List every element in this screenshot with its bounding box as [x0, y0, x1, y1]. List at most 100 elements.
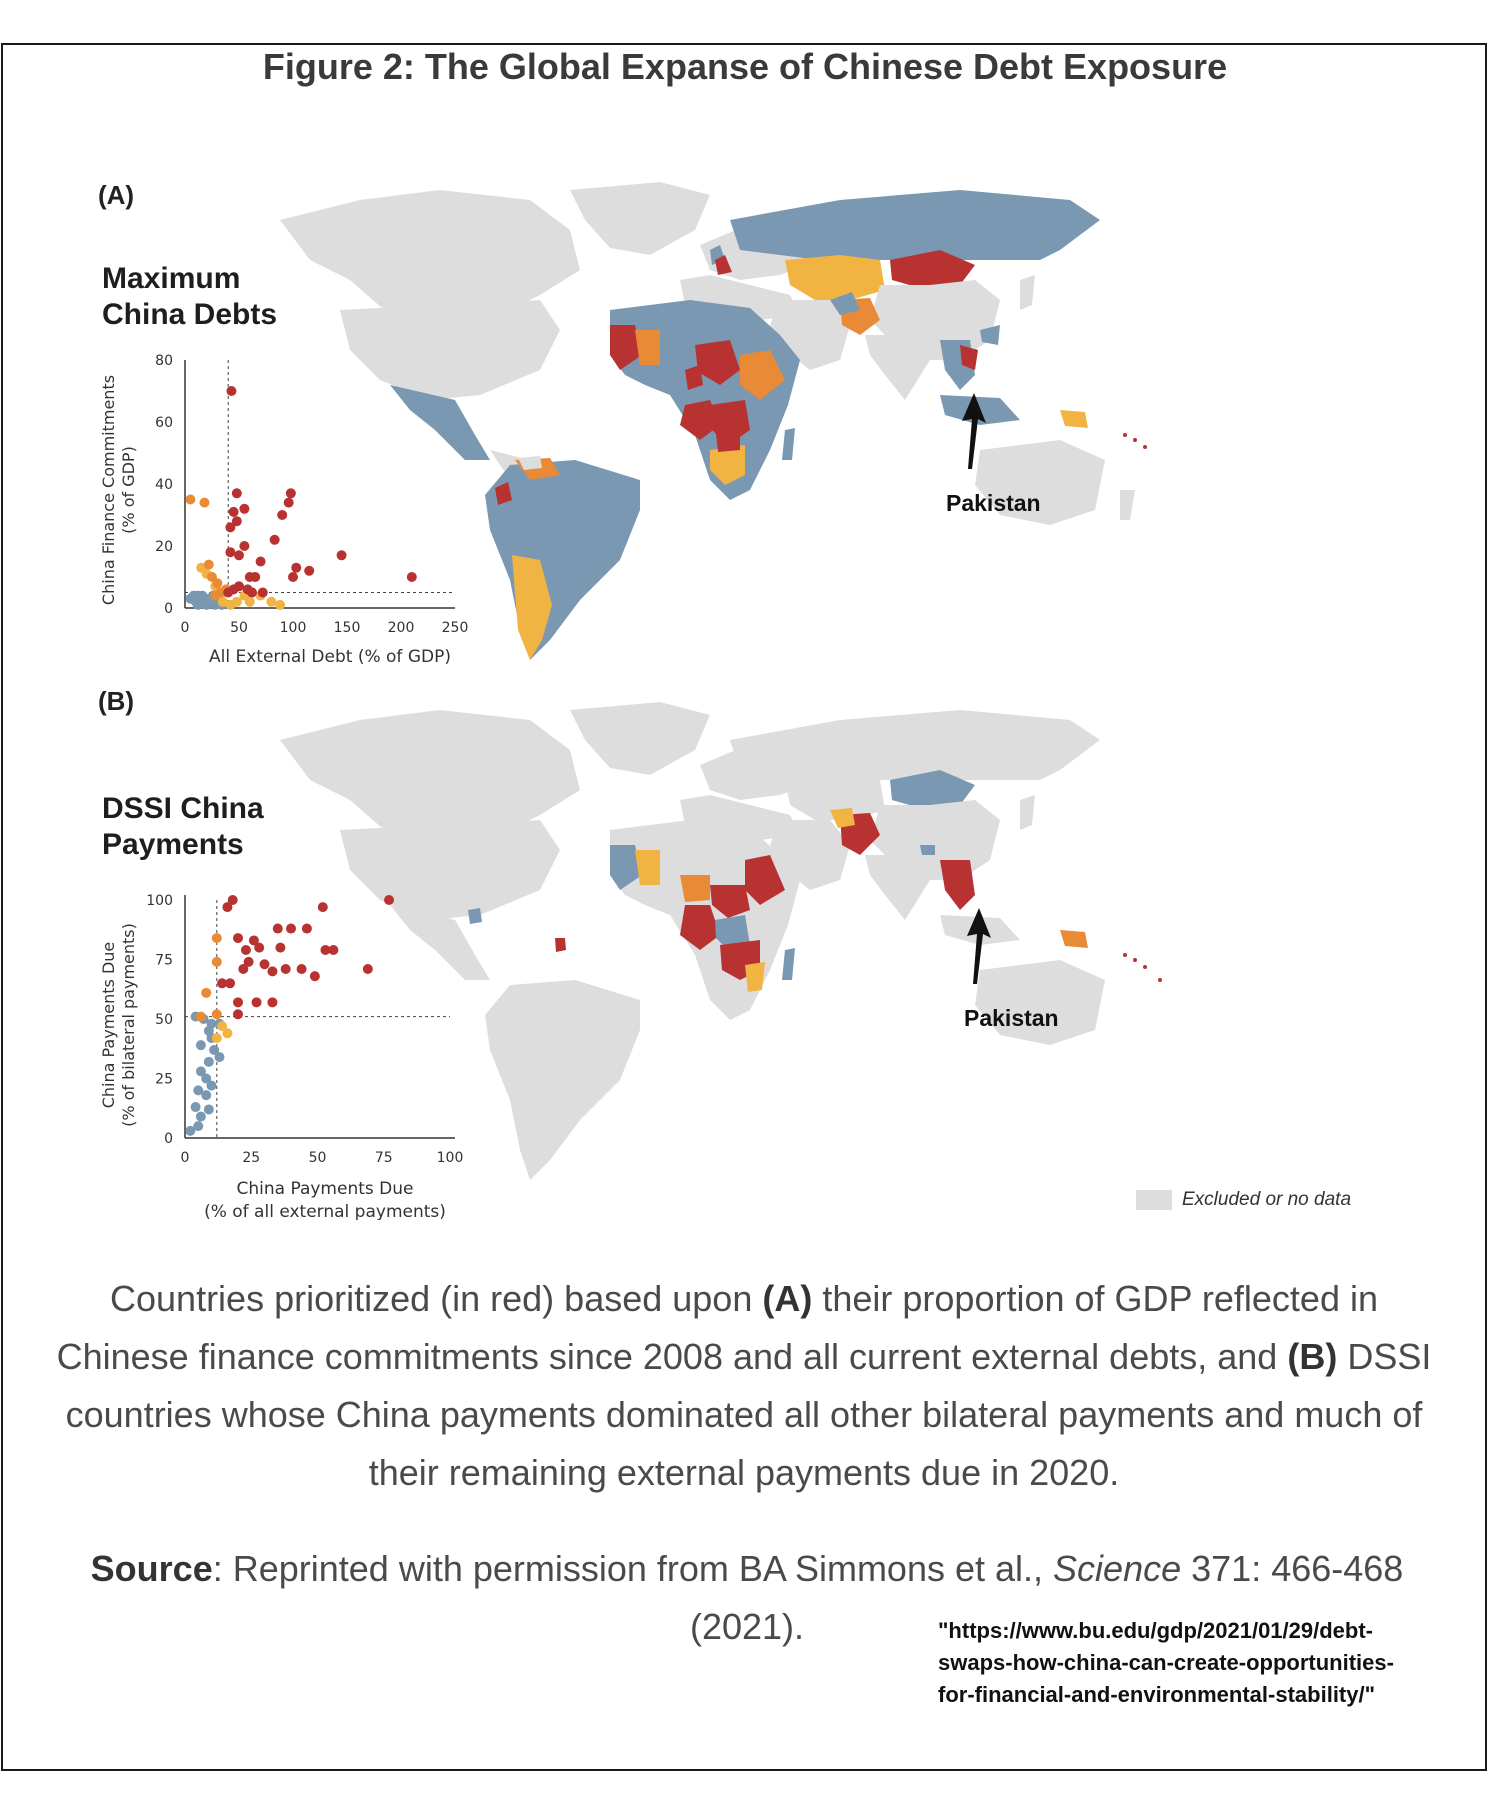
x-tick-label: 100	[280, 620, 307, 636]
panel-a-letter: (A)	[98, 180, 135, 210]
data-point-red	[254, 942, 265, 953]
panel-a-title: Maximum China Debts	[102, 261, 277, 333]
data-point-blue	[193, 1085, 204, 1096]
data-point-yellow	[266, 596, 277, 607]
data-point-red	[277, 510, 288, 520]
source-label: Source	[90, 1548, 213, 1589]
data-point-red	[317, 902, 328, 913]
data-point-yellow	[244, 596, 255, 607]
x-tick-label: 200	[388, 620, 415, 636]
pakistan-label-a: Pakistan	[946, 490, 1041, 516]
pakistan-arrow-b	[967, 908, 991, 984]
y-axis-title-line1: China Finance Commitments	[99, 375, 118, 605]
y-tick-label: 75	[155, 953, 173, 969]
panel-b-title-line2: Payments	[102, 828, 244, 861]
data-point-red	[226, 386, 237, 396]
data-point-blue	[214, 1052, 225, 1063]
data-point-red	[246, 587, 257, 598]
data-point-red	[285, 488, 296, 499]
data-point-orange	[211, 1009, 222, 1020]
data-point-red	[217, 978, 228, 989]
x-tick-label: 25	[242, 1150, 260, 1166]
scatter-plot-b: China Payments Due (% of bilateral payme…	[99, 893, 464, 1220]
data-point-red	[227, 895, 238, 905]
y-tick-label: 60	[155, 415, 173, 431]
data-point-blue	[201, 1090, 212, 1101]
data-point-yellow	[217, 596, 228, 607]
figure-title: Figure 2: The Global Expanse of Chinese …	[262, 46, 1228, 87]
data-point-red	[234, 550, 244, 561]
x-tick-label: 50	[309, 1150, 327, 1166]
panel-a-title-line2: China Debts	[102, 298, 278, 331]
data-point-red	[225, 522, 236, 533]
data-point-yellow	[231, 596, 242, 607]
x-tick-label: 50	[230, 620, 248, 636]
data-point-red	[251, 997, 262, 1008]
x-tick-label: 250	[442, 620, 469, 636]
data-point-red	[228, 506, 239, 517]
panel-a-title-line1: Maximum	[102, 262, 241, 295]
scatter-plot-a: China Finance Commitments (% of GDP) All…	[99, 353, 469, 667]
data-point-blue	[195, 1111, 206, 1122]
data-point-red	[233, 997, 243, 1008]
caption-a: (A)	[762, 1278, 813, 1319]
data-point-blue	[195, 1040, 206, 1051]
data-point-blue	[185, 1125, 196, 1136]
data-point-blue	[206, 1080, 217, 1091]
x-tick-label: 75	[375, 1150, 393, 1166]
data-point-blue	[190, 1102, 201, 1113]
panel-b-title: DSSI China Payments	[102, 791, 264, 863]
data-point-orange	[195, 1011, 206, 1022]
y-axis-title-line2: (% of GDP)	[119, 446, 138, 534]
x-tick-label: 100	[437, 1150, 464, 1166]
data-point-red	[362, 964, 373, 975]
y-tick-label: 0	[164, 1131, 173, 1147]
data-point-blue	[201, 1073, 212, 1084]
y-axis-title-line1: China Payments Due	[99, 942, 118, 1109]
data-point-orange	[210, 590, 221, 601]
data-point-red	[248, 935, 259, 946]
data-point-blue	[197, 590, 208, 601]
data-point-blue	[193, 1121, 204, 1132]
y-tick-label: 50	[155, 1012, 173, 1028]
legend-label-excluded: Excluded or no data	[1182, 1189, 1352, 1210]
x-tick-label: 0	[181, 1150, 190, 1166]
pakistan-arrow-a	[962, 393, 986, 469]
x-tick-label: 0	[181, 620, 190, 636]
y-tick-label: 25	[155, 1072, 173, 1088]
data-point-red	[222, 902, 233, 913]
panel-b-letter: (B)	[98, 686, 135, 716]
data-point-red	[384, 895, 395, 905]
url-line3: for-financial-and-environmental-stabilit…	[938, 1682, 1376, 1707]
source-text2: 371: 466-468 (2021).	[689, 1548, 1404, 1647]
data-point-red	[239, 503, 250, 514]
data-point-red	[286, 923, 296, 934]
data-point-red	[225, 547, 236, 558]
data-point-red	[243, 956, 254, 967]
data-point-red	[301, 923, 312, 934]
data-point-red	[225, 978, 236, 989]
data-point-blue	[203, 1104, 214, 1115]
world-map-a	[280, 182, 1147, 660]
data-point-blue	[203, 1056, 214, 1067]
caption-part2: their proportion of GDP reflected in Chi…	[56, 1278, 1378, 1377]
data-point-orange	[203, 559, 214, 570]
data-point-red	[231, 488, 242, 499]
data-point-red	[296, 964, 307, 975]
source-journal: Science	[1053, 1548, 1182, 1589]
data-point-red	[267, 997, 278, 1008]
data-point-red	[250, 572, 261, 582]
data-point-yellow	[222, 1028, 233, 1039]
data-point-orange	[212, 578, 223, 589]
data-point-red	[272, 923, 283, 934]
pakistan-label-b: Pakistan	[964, 1005, 1059, 1031]
y-tick-label: 100	[146, 893, 173, 909]
data-point-red	[233, 1009, 243, 1020]
legend-swatch-excluded	[1136, 1190, 1172, 1210]
x-axis-title-line2: (% of all external payments)	[204, 1202, 446, 1220]
data-point-red	[288, 572, 298, 582]
x-tick-label: 150	[334, 620, 361, 636]
data-point-red	[239, 541, 250, 551]
data-point-blue	[209, 1044, 220, 1055]
data-point-orange	[201, 987, 212, 998]
